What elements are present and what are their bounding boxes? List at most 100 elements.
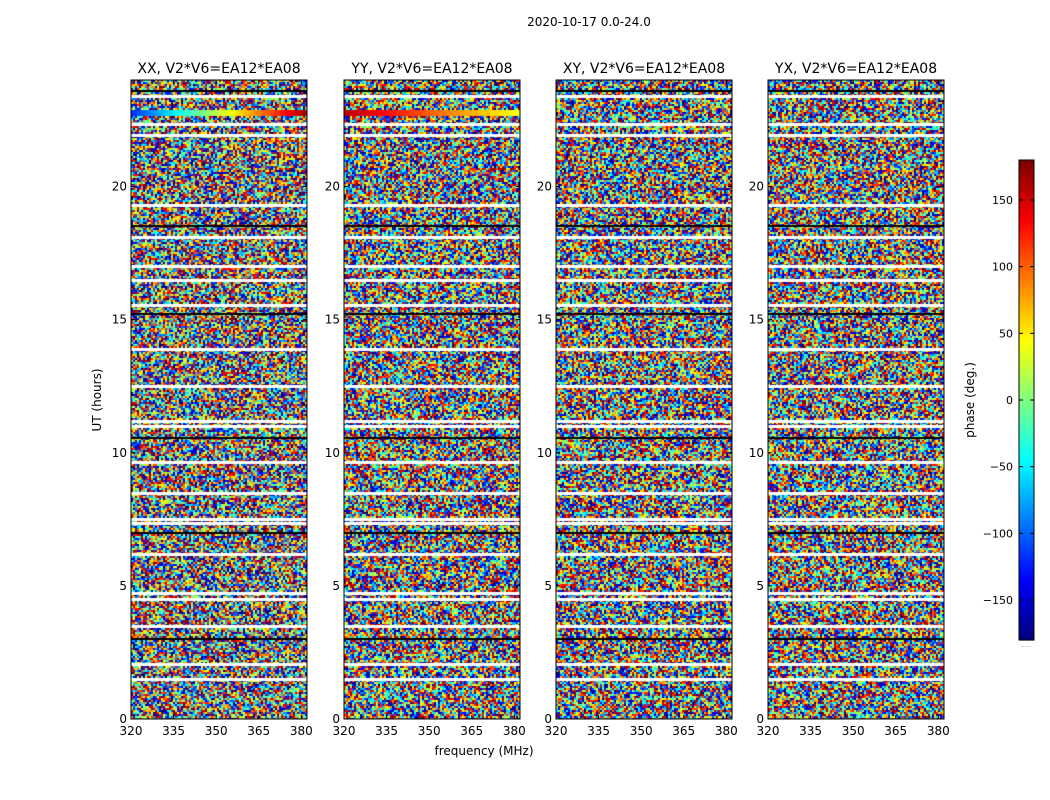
y-tick-label: 0 xyxy=(756,712,764,726)
figure-suptitle: 2020-10-17 0.0-24.0 xyxy=(527,15,651,29)
colorbar-segment xyxy=(1019,340,1034,345)
colorbar-segment xyxy=(1019,632,1034,637)
x-tick-label: 335 xyxy=(162,724,185,738)
colorbar-segment xyxy=(1019,628,1034,633)
x-tick-label: 380 xyxy=(290,724,313,738)
x-tick-label: 380 xyxy=(715,724,738,738)
panel-3: XY, V2*V6=EA12*EA08 320 335 350 365 380 0 5 10 15… xyxy=(537,61,738,738)
colorbar-segment xyxy=(1019,492,1034,497)
x-tick-label: 350 xyxy=(630,724,653,738)
colorbar-tick-label: 150 xyxy=(992,194,1013,207)
colorbar-segment xyxy=(1019,288,1034,293)
y-tick-label: 20 xyxy=(325,180,340,194)
x-tick-label: 365 xyxy=(672,724,695,738)
colorbar-segment xyxy=(1019,480,1034,485)
colorbar-segment xyxy=(1019,236,1034,241)
x-tick-label: 350 xyxy=(205,724,228,738)
colorbar-segment xyxy=(1019,612,1034,617)
y-tick-label: 10 xyxy=(537,446,552,460)
x-tick-label: 320 xyxy=(120,724,143,738)
panel-frame xyxy=(343,79,521,720)
colorbar-segment xyxy=(1019,404,1034,409)
colorbar-segment xyxy=(1019,424,1034,429)
colorbar-segment xyxy=(1019,240,1034,245)
colorbar-tick-label: −50 xyxy=(990,461,1013,474)
colorbar-segment xyxy=(1019,228,1034,233)
colorbar-segment xyxy=(1019,444,1034,449)
colorbar-segment xyxy=(1019,588,1034,593)
colorbar-tick-label: −100 xyxy=(983,527,1013,540)
panel-title: XX, V2*V6=EA12*EA08 xyxy=(137,61,300,77)
y-tick-label: 5 xyxy=(756,579,764,593)
y-tick-label: 20 xyxy=(749,180,764,194)
colorbar-segment xyxy=(1019,212,1034,217)
colorbar-footnote: ..... xyxy=(1020,641,1031,649)
phase-heatmap xyxy=(344,80,520,719)
colorbar-label: phase (deg.) xyxy=(963,362,977,438)
x-axis-label: frequency (MHz) xyxy=(434,744,533,758)
colorbar-segment xyxy=(1019,316,1034,321)
colorbar-segment xyxy=(1019,320,1034,325)
x-tick-label: 380 xyxy=(503,724,526,738)
colorbar-segment xyxy=(1019,596,1034,601)
phase-heatmap xyxy=(131,80,307,719)
colorbar-segment xyxy=(1019,528,1034,533)
panel-title: XY, V2*V6=EA12*EA08 xyxy=(563,61,725,77)
panel-frame xyxy=(130,79,308,720)
colorbar-segment xyxy=(1019,188,1034,193)
colorbar-segment xyxy=(1019,412,1034,417)
colorbar-segment xyxy=(1019,436,1034,441)
x-tick-label: 380 xyxy=(927,724,950,738)
colorbar-segment xyxy=(1019,532,1034,537)
colorbar-segment xyxy=(1019,616,1034,621)
colorbar-segment xyxy=(1019,312,1034,317)
colorbar-segment xyxy=(1019,164,1034,169)
colorbar-segment xyxy=(1019,496,1034,501)
colorbar-segment xyxy=(1019,332,1034,337)
y-tick-label: 15 xyxy=(112,313,127,327)
y-tick-label: 10 xyxy=(325,446,340,460)
colorbar-segment xyxy=(1019,552,1034,557)
y-tick-label: 5 xyxy=(544,579,552,593)
colorbar-segment xyxy=(1019,460,1034,465)
x-tick-label: 335 xyxy=(587,724,610,738)
colorbar-segment xyxy=(1019,416,1034,421)
colorbar-segment xyxy=(1019,308,1034,313)
colorbar-segment xyxy=(1019,256,1034,261)
colorbar-segment xyxy=(1019,392,1034,397)
colorbar-segment xyxy=(1019,584,1034,589)
colorbar-segment xyxy=(1019,624,1034,629)
colorbar-segment xyxy=(1019,516,1034,521)
colorbar-segment xyxy=(1019,232,1034,237)
colorbar-segment xyxy=(1019,324,1034,329)
colorbar-segment xyxy=(1019,388,1034,393)
colorbar-segment xyxy=(1019,304,1034,309)
y-tick-label: 15 xyxy=(749,313,764,327)
colorbar: −150 −100 −50 0 50 100 150 phase (deg.) ..... xyxy=(963,159,1035,649)
x-tick-label: 365 xyxy=(460,724,483,738)
colorbar-segment xyxy=(1019,620,1034,625)
colorbar-segment xyxy=(1019,172,1034,177)
colorbar-segment xyxy=(1019,456,1034,461)
colorbar-segment xyxy=(1019,268,1034,273)
colorbar-segment xyxy=(1019,476,1034,481)
colorbar-segment xyxy=(1019,176,1034,181)
colorbar-segment xyxy=(1019,400,1034,405)
x-tick-label: 350 xyxy=(842,724,865,738)
colorbar-segment xyxy=(1019,368,1034,373)
y-tick-label: 5 xyxy=(332,579,340,593)
y-tick-label: 20 xyxy=(537,180,552,194)
colorbar-segment xyxy=(1019,408,1034,413)
colorbar-segment xyxy=(1019,484,1034,489)
colorbar-tick-label: 0 xyxy=(1006,394,1013,407)
colorbar-segment xyxy=(1019,204,1034,209)
colorbar-segment xyxy=(1019,208,1034,213)
x-tick-label: 335 xyxy=(799,724,822,738)
panel-frame xyxy=(767,79,945,720)
x-tick-label: 320 xyxy=(545,724,568,738)
x-tick-label: 365 xyxy=(247,724,270,738)
colorbar-segment xyxy=(1019,364,1034,369)
colorbar-segment xyxy=(1019,264,1034,269)
colorbar-segment xyxy=(1019,248,1034,253)
colorbar-segment xyxy=(1019,536,1034,541)
